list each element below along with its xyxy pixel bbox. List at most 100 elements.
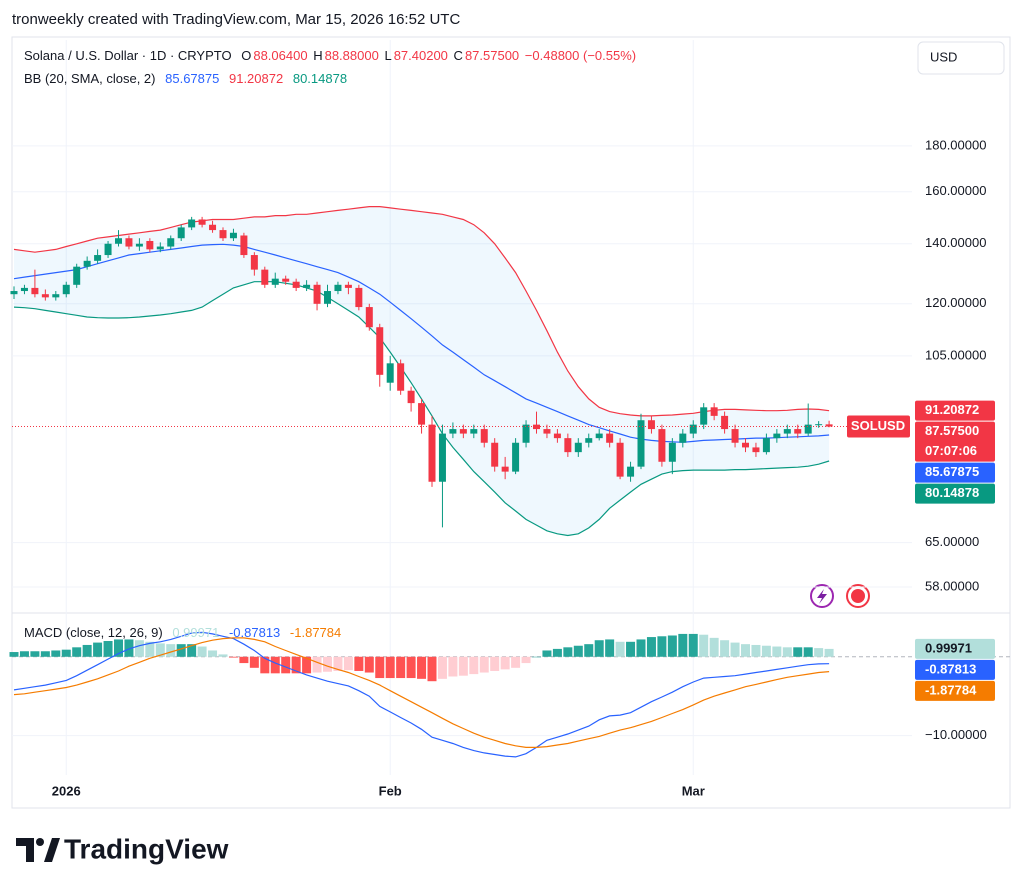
price-label-box — [915, 421, 995, 462]
histogram-bar — [291, 656, 301, 674]
legend-key: C — [453, 48, 463, 63]
y-tick-label: 58.00000 — [925, 578, 979, 593]
histogram-bar — [239, 656, 249, 664]
candle-body — [762, 438, 770, 453]
histogram-bar — [281, 656, 291, 674]
histogram-bar — [479, 656, 489, 673]
histogram-bar — [197, 646, 207, 657]
histogram-bar — [458, 656, 468, 676]
histogram-bar — [61, 649, 71, 657]
brand-logo — [16, 838, 60, 862]
candle-body — [637, 420, 645, 467]
histogram-bar — [30, 651, 40, 657]
hist-label-box — [915, 638, 995, 659]
candle-body — [365, 307, 373, 328]
histogram-bar — [343, 656, 353, 671]
symbol-tag: SOLUSD — [851, 418, 905, 433]
histogram-bar — [72, 647, 82, 657]
candle-body — [543, 429, 551, 434]
candle-body — [616, 442, 624, 477]
hist-label: 0.99971 — [925, 640, 972, 655]
candle-body — [647, 420, 655, 430]
histogram-bar — [249, 656, 259, 668]
brand-name: TradingView — [64, 833, 229, 864]
bb-title: BB (20, SMA, close, 2) — [24, 71, 156, 86]
candle-body — [31, 287, 39, 295]
macd-line — [13, 637, 830, 748]
histogram-bar — [605, 639, 615, 657]
bb-basis-value: 85.67875 — [165, 71, 220, 86]
candle-body — [438, 433, 446, 482]
currency-button[interactable] — [917, 41, 1005, 75]
candle-body — [303, 284, 311, 288]
legend-key: H — [313, 48, 323, 63]
histogram-bar — [333, 656, 343, 671]
candle-body — [794, 429, 802, 434]
candle-body — [522, 424, 530, 443]
currency-label[interactable]: USD — [930, 49, 957, 64]
macd-title: MACD (close, 12, 26, 9) — [24, 625, 163, 640]
histogram-bar — [751, 644, 761, 657]
candle-body — [668, 442, 676, 462]
y-tick-label: 140.00000 — [925, 235, 986, 250]
histogram-bar — [93, 642, 103, 657]
candle-body — [344, 284, 352, 288]
candle-body — [41, 294, 49, 298]
candle-body — [229, 232, 237, 239]
price-label: 07:07:06 — [925, 443, 977, 458]
icon-bolt-glyph — [817, 589, 827, 604]
candle-body — [397, 363, 405, 391]
histogram-bar — [208, 650, 218, 657]
logo-shape — [16, 838, 34, 862]
candle-body — [825, 424, 833, 427]
histogram-bar — [375, 656, 385, 679]
candle-body — [428, 424, 436, 482]
y-tick-label: 120.00000 — [925, 295, 986, 310]
candle-body — [491, 442, 499, 467]
histogram-bar — [437, 656, 447, 679]
histogram-bar — [720, 640, 730, 657]
candle-body — [595, 433, 603, 439]
histogram-bar — [626, 641, 636, 657]
histogram-bar — [521, 656, 531, 664]
histogram-bar — [490, 656, 500, 671]
candle-body — [553, 433, 561, 439]
candle-body — [564, 438, 572, 453]
candle-body — [94, 255, 102, 261]
y-tick-label: 180.00000 — [925, 137, 986, 152]
histogram-bar — [40, 651, 50, 657]
histogram-bar — [552, 648, 562, 657]
histogram-bar — [573, 645, 583, 657]
histogram-bar — [532, 656, 541, 658]
bb-lower-label-box — [915, 483, 995, 504]
histogram-bar — [364, 656, 374, 673]
histogram-bar — [448, 656, 458, 677]
legend-key: L — [384, 48, 392, 63]
macd-value: -0.87813 — [228, 625, 281, 640]
candle-body — [146, 240, 154, 250]
histogram-bar — [699, 634, 709, 657]
histogram-bar — [761, 645, 771, 657]
symbol-tag-box — [847, 415, 910, 438]
logo-slash — [44, 838, 60, 862]
histogram-bar — [166, 644, 176, 657]
candle-body — [606, 433, 614, 443]
signal-label: -1.87784 — [925, 682, 977, 697]
candle-body — [282, 278, 290, 282]
histogram-bar — [803, 647, 813, 657]
x-tick-label: Feb — [379, 783, 402, 798]
legend-value: 88.06400 — [253, 48, 308, 63]
histogram-bar — [312, 656, 322, 673]
histogram-bar — [228, 656, 238, 658]
candle-body — [459, 429, 467, 434]
candle-body — [386, 363, 394, 383]
legend-key: O — [241, 48, 252, 63]
histogram-bar — [469, 656, 479, 675]
y-tick-label: −10.00000 — [925, 727, 987, 742]
histogram-bar — [511, 656, 521, 668]
candle-body — [731, 429, 739, 443]
histogram-bar — [657, 636, 667, 657]
histogram-bar — [9, 652, 19, 657]
price-label: 87.57500 — [925, 423, 979, 438]
legend-change: −0.48800 (−0.55%) — [524, 48, 637, 63]
